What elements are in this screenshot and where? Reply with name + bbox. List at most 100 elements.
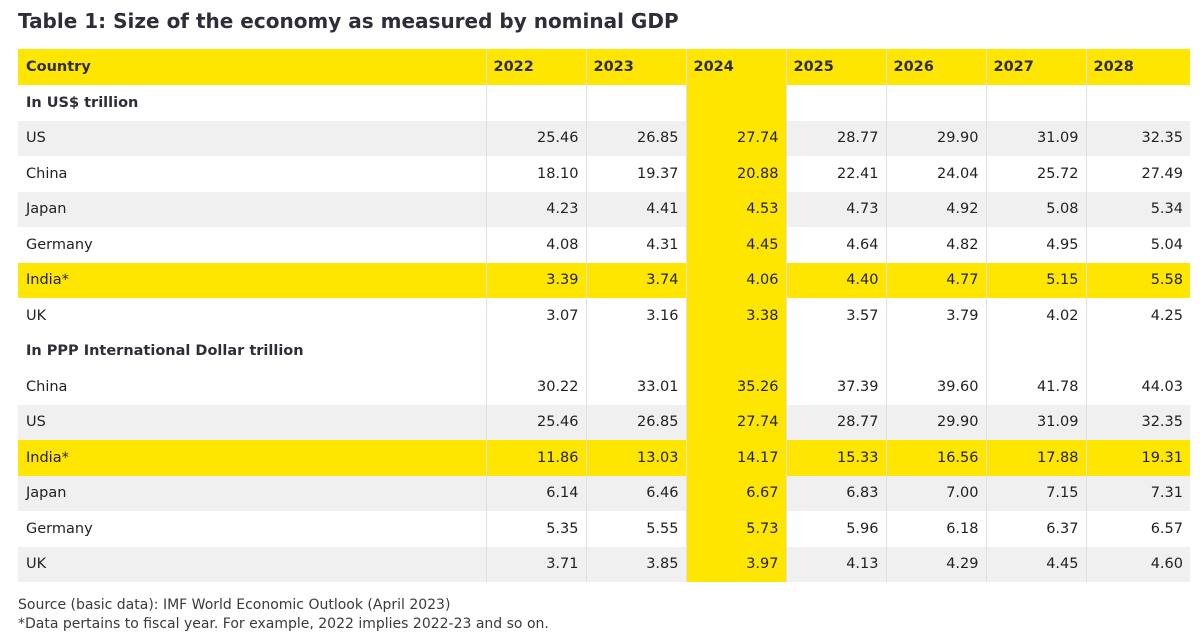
value-cell-2022: 30.22	[486, 369, 587, 405]
value-cell-2023: 26.85	[586, 120, 687, 156]
value-cell-2025: 4.73	[786, 191, 887, 227]
country-cell: China	[18, 156, 487, 192]
column-header-2025: 2025	[786, 49, 887, 85]
table-footer: Source (basic data): IMF World Economic …	[18, 596, 549, 634]
value-cell-2026: 4.92	[886, 191, 987, 227]
empty-cell	[786, 333, 887, 369]
value-cell-2023: 4.31	[586, 227, 687, 263]
value-cell-2026: 4.29	[886, 546, 987, 582]
value-cell-2023: 4.41	[586, 191, 687, 227]
value-cell-2027: 5.15	[986, 262, 1087, 298]
value-cell-2025: 15.33	[786, 440, 887, 476]
value-cell-2026: 39.60	[886, 369, 987, 405]
value-cell-2023: 3.16	[586, 298, 687, 334]
value-cell-2023: 3.74	[586, 262, 687, 298]
table-row: China 18.10 19.37 20.88 22.41 24.04 25.72 27.49	[18, 156, 1190, 192]
value-cell-2026: 16.56	[886, 440, 987, 476]
value-cell-2022: 4.23	[486, 191, 587, 227]
value-cell-2023: 26.85	[586, 404, 687, 440]
table-row: India* 3.39 3.74 4.06 4.40 4.77 5.15 5.58	[18, 262, 1190, 298]
value-cell-2022: 4.08	[486, 227, 587, 263]
empty-cell	[886, 333, 987, 369]
value-cell-2025: 22.41	[786, 156, 887, 192]
table-row: Japan 6.14 6.46 6.67 6.83 7.00 7.15 7.31	[18, 475, 1190, 511]
gdp-table: Country 2022 2023 2024 2025 2026 2027 20…	[18, 49, 1190, 582]
table-row: US 25.46 26.85 27.74 28.77 29.90 31.09 32.35	[18, 404, 1190, 440]
value-cell-2025: 6.83	[786, 475, 887, 511]
empty-cell	[986, 85, 1087, 121]
value-cell-2027: 4.45	[986, 546, 1087, 582]
country-cell: UK	[18, 298, 487, 334]
empty-cell	[1086, 85, 1190, 121]
value-cell-2024: 3.97	[686, 546, 787, 582]
value-cell-2027: 6.37	[986, 511, 1087, 547]
value-cell-2028: 7.31	[1086, 475, 1190, 511]
value-cell-2026: 24.04	[886, 156, 987, 192]
section-label: In PPP International Dollar trillion	[18, 333, 487, 369]
value-cell-2028: 5.34	[1086, 191, 1190, 227]
country-cell: Germany	[18, 227, 487, 263]
country-cell: US	[18, 120, 487, 156]
value-cell-2023: 19.37	[586, 156, 687, 192]
value-cell-2026: 29.90	[886, 404, 987, 440]
value-cell-2024: 3.38	[686, 298, 787, 334]
header-row: Country 2022 2023 2024 2025 2026 2027 20…	[18, 49, 1190, 85]
value-cell-2028: 19.31	[1086, 440, 1190, 476]
value-cell-2027: 31.09	[986, 120, 1087, 156]
value-cell-2022: 25.46	[486, 120, 587, 156]
value-cell-2027: 4.02	[986, 298, 1087, 334]
value-cell-2025: 4.40	[786, 262, 887, 298]
value-cell-2024: 4.06	[686, 262, 787, 298]
empty-cell	[486, 333, 587, 369]
table-row: UK 3.71 3.85 3.97 4.13 4.29 4.45 4.60	[18, 546, 1190, 582]
empty-cell	[886, 85, 987, 121]
fiscal-year-note: *Data pertains to fiscal year. For examp…	[18, 616, 549, 632]
value-cell-2028: 32.35	[1086, 404, 1190, 440]
table-row: China 30.22 33.01 35.26 37.39 39.60 41.78 44.03	[18, 369, 1190, 405]
value-cell-2024: 4.45	[686, 227, 787, 263]
value-cell-2025: 4.13	[786, 546, 887, 582]
value-cell-2025: 5.96	[786, 511, 887, 547]
value-cell-2026: 6.18	[886, 511, 987, 547]
table-row: US 25.46 26.85 27.74 28.77 29.90 31.09 32.35	[18, 120, 1190, 156]
value-cell-2027: 4.95	[986, 227, 1087, 263]
value-cell-2024: 27.74	[686, 404, 787, 440]
value-cell-2022: 3.07	[486, 298, 587, 334]
value-cell-2023: 13.03	[586, 440, 687, 476]
value-cell-2023: 5.55	[586, 511, 687, 547]
value-cell-2027: 5.08	[986, 191, 1087, 227]
country-cell: China	[18, 369, 487, 405]
table-row: UK 3.07 3.16 3.38 3.57 3.79 4.02 4.25	[18, 298, 1190, 334]
country-cell: India*	[18, 440, 487, 476]
value-cell-2024: 14.17	[686, 440, 787, 476]
value-cell-2024: 6.67	[686, 475, 787, 511]
value-cell-2024: 27.74	[686, 120, 787, 156]
column-header-2026: 2026	[886, 49, 987, 85]
column-header-2028: 2028	[1086, 49, 1190, 85]
section-header-row: In PPP International Dollar trillion	[18, 333, 1190, 369]
value-cell-2024: 4.53	[686, 191, 787, 227]
value-cell-2026: 3.79	[886, 298, 987, 334]
table-body: In US$ trillion US 25.46 26.85 27.74 28.77 29.…	[18, 85, 1190, 582]
value-cell-2027: 41.78	[986, 369, 1087, 405]
value-cell-2027: 7.15	[986, 475, 1087, 511]
table-row: Japan 4.23 4.41 4.53 4.73 4.92 5.08 5.34	[18, 191, 1190, 227]
table-row: Germany 4.08 4.31 4.45 4.64 4.82 4.95 5.04	[18, 227, 1190, 263]
value-cell-2022: 18.10	[486, 156, 587, 192]
table-title: Table 1: Size of the economy as measured…	[18, 9, 679, 33]
value-cell-2023: 3.85	[586, 546, 687, 582]
value-cell-2026: 7.00	[886, 475, 987, 511]
section-header-row: In US$ trillion	[18, 85, 1190, 121]
empty-cell	[686, 333, 787, 369]
section-label: In US$ trillion	[18, 85, 487, 121]
value-cell-2028: 27.49	[1086, 156, 1190, 192]
empty-cell	[686, 85, 787, 121]
value-cell-2027: 17.88	[986, 440, 1087, 476]
value-cell-2024: 35.26	[686, 369, 787, 405]
value-cell-2025: 28.77	[786, 120, 887, 156]
country-cell: Japan	[18, 475, 487, 511]
empty-cell	[586, 333, 687, 369]
country-cell: India*	[18, 262, 487, 298]
value-cell-2028: 5.04	[1086, 227, 1190, 263]
value-cell-2025: 4.64	[786, 227, 887, 263]
